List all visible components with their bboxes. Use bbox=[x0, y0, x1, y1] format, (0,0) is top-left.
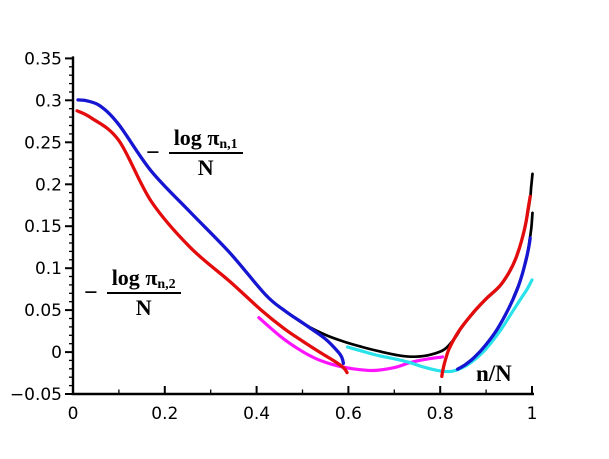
y-tick-label: 0.2 bbox=[35, 175, 62, 195]
curve-neg-log-pi-n1-left-branch bbox=[76, 98, 346, 366]
minus-sign: − bbox=[146, 139, 160, 166]
y-tick-label: 0.3 bbox=[35, 91, 62, 111]
x-tick-label: 1 bbox=[527, 404, 538, 424]
curve-blue-right-branch bbox=[455, 236, 532, 371]
fraction-numerator: log πn,2 bbox=[106, 265, 181, 295]
y-tick-label: 0.15 bbox=[24, 217, 62, 237]
fraction-denominator: N bbox=[197, 155, 214, 181]
fraction-denominator: N bbox=[135, 295, 152, 321]
x-tick-label: 0.2 bbox=[151, 404, 178, 424]
x-axis-label: n/N bbox=[476, 361, 512, 386]
y-tick-label: 0.1 bbox=[35, 259, 62, 279]
y-tick-label: 0.05 bbox=[24, 301, 62, 321]
annotation-neg-log-pi-n2-over-N: − log πn,2 N bbox=[84, 266, 181, 319]
minus-sign: − bbox=[84, 279, 98, 306]
y-tick-label: −0.05 bbox=[10, 385, 62, 405]
fraction: log πn,1 N bbox=[168, 125, 243, 181]
y-tick-label: 0 bbox=[51, 343, 62, 363]
x-tick-label: 0.8 bbox=[427, 404, 454, 424]
y-tick-label: 0.35 bbox=[24, 49, 62, 69]
pi-symbol: π bbox=[207, 125, 220, 150]
x-tick-label: 0.6 bbox=[335, 404, 362, 424]
x-tick-label: 0 bbox=[68, 404, 79, 424]
pi-symbol: π bbox=[145, 265, 158, 290]
pi-subscript: n,1 bbox=[219, 137, 238, 152]
fraction: log πn,2 N bbox=[106, 265, 181, 321]
curve-neg-log-pi-n2-left-branch bbox=[75, 109, 349, 375]
axes-lines bbox=[71, 56, 534, 396]
pi-subscript: n,2 bbox=[157, 277, 176, 292]
curve-red-right-branch bbox=[440, 194, 532, 379]
curve-magenta-middle-branch bbox=[257, 316, 445, 373]
fraction-numerator: log πn,1 bbox=[168, 125, 243, 155]
x-tick-label: 0.4 bbox=[243, 404, 270, 424]
annotation-neg-log-pi-n1-over-N: − log πn,1 N bbox=[146, 126, 243, 179]
y-tick-label: 0.25 bbox=[24, 133, 62, 153]
